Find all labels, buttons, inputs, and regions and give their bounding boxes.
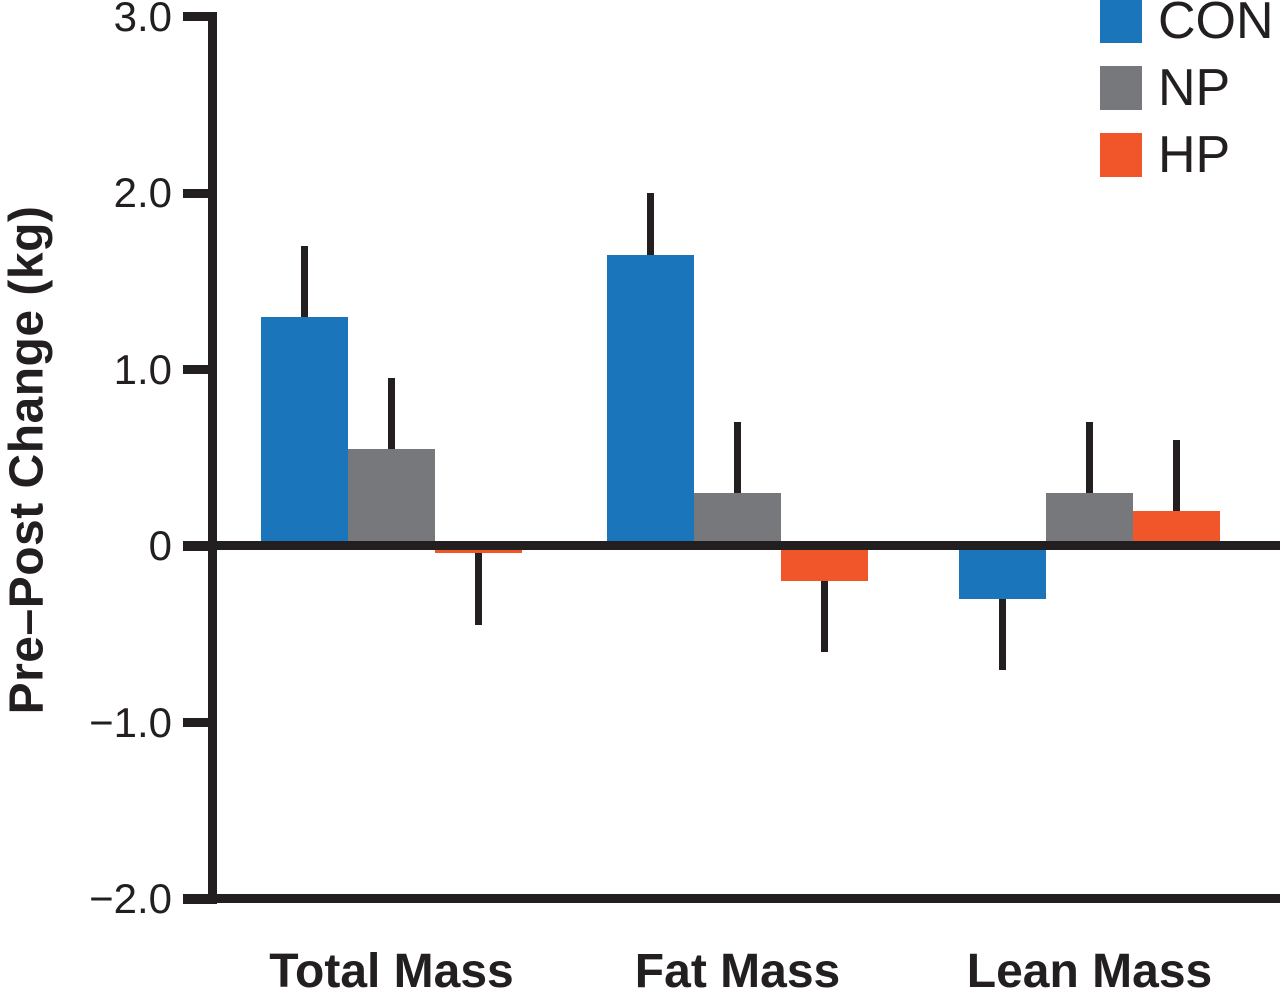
x-axis-label-lean-mass: Lean Mass bbox=[966, 945, 1213, 989]
legend-item-np: NP bbox=[1100, 59, 1231, 117]
con-legend-swatch bbox=[1100, 0, 1142, 43]
y-tick bbox=[183, 12, 208, 21]
x-axis-label-fat-mass: Fat Mass bbox=[634, 945, 841, 989]
error-bar-np-total-mass bbox=[388, 378, 395, 461]
error-bar-np-fat-mass bbox=[734, 422, 741, 506]
np-legend-swatch bbox=[1100, 66, 1142, 110]
legend-label: HP bbox=[1158, 126, 1231, 184]
error-bar-np-lean-mass bbox=[1086, 422, 1093, 506]
x-axis-line bbox=[183, 894, 1280, 903]
error-bar-con-lean-mass bbox=[999, 586, 1006, 670]
y-tick-label: −1.0 bbox=[89, 698, 172, 746]
y-tick bbox=[183, 541, 208, 551]
y-axis-title: Pre–Post Change (kg) bbox=[0, 205, 54, 715]
error-bar-con-total-mass bbox=[301, 245, 308, 329]
bar-np-fat-mass bbox=[694, 493, 781, 551]
bar-np-total-mass bbox=[348, 448, 435, 551]
legend-item-con: CON bbox=[1100, 0, 1274, 50]
zero-baseline bbox=[183, 541, 1280, 550]
y-tick bbox=[183, 894, 208, 904]
error-bar-hp-fat-mass bbox=[821, 569, 828, 652]
error-bar-hp-lean-mass bbox=[1173, 440, 1180, 523]
y-tick bbox=[183, 188, 208, 198]
error-bar-con-fat-mass bbox=[647, 193, 654, 267]
hp-legend-swatch bbox=[1100, 133, 1142, 177]
y-tick-label: 2.0 bbox=[113, 169, 172, 216]
legend-label: NP bbox=[1158, 59, 1231, 117]
error-bar-hp-total-mass bbox=[475, 541, 482, 626]
y-tick-label: 1.0 bbox=[113, 345, 172, 393]
y-tick bbox=[183, 718, 208, 727]
bar-con-fat-mass bbox=[607, 254, 694, 551]
legend-label: CON bbox=[1158, 0, 1274, 50]
legend-item-hp: HP bbox=[1100, 126, 1231, 184]
y-axis-line bbox=[208, 12, 217, 904]
bar-con-total-mass bbox=[261, 316, 348, 551]
y-tick-label: 3.0 bbox=[113, 0, 172, 40]
bar-con-lean-mass bbox=[959, 541, 1046, 599]
x-axis-label-total-mass: Total Mass bbox=[269, 945, 514, 989]
y-tick bbox=[183, 365, 208, 374]
bar-np-lean-mass bbox=[1046, 493, 1133, 551]
y-tick-label: −2.0 bbox=[89, 875, 172, 922]
y-tick-label: 0 bbox=[148, 522, 172, 569]
